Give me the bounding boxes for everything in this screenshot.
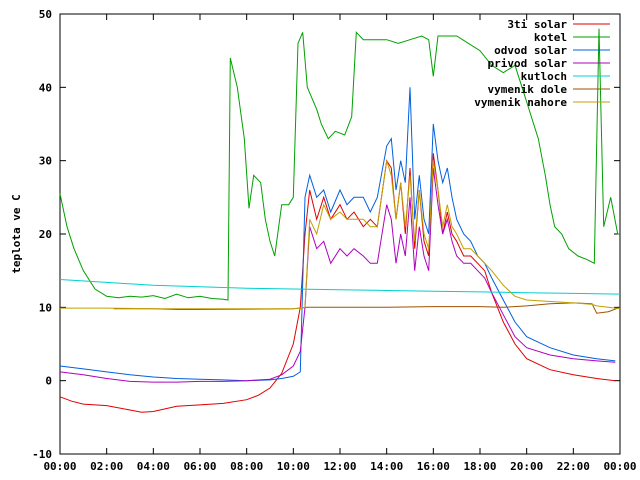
legend-label: 3ti solar bbox=[507, 18, 567, 31]
y-tick-label: 50 bbox=[39, 8, 52, 21]
x-tick-label: 00:00 bbox=[43, 460, 76, 473]
series-line-3ti-solar bbox=[59, 153, 616, 413]
legend-label: vymenik nahore bbox=[474, 96, 567, 109]
legend-label: odvod solar bbox=[494, 44, 567, 57]
series-line-odvod-solar bbox=[59, 87, 616, 382]
y-tick-label: -10 bbox=[32, 448, 52, 461]
series-line-kotel bbox=[59, 28, 620, 301]
y-axis-label: teplota ve C bbox=[10, 194, 23, 273]
legend-label: kutloch bbox=[521, 70, 567, 83]
series-line-kutloch bbox=[59, 279, 621, 295]
series-line-vymenik-dole bbox=[113, 302, 621, 314]
series-line-vymenik-nahore bbox=[60, 160, 621, 310]
y-tick-label: 0 bbox=[45, 375, 52, 388]
x-tick-label: 20:00 bbox=[510, 460, 543, 473]
y-tick-label: 40 bbox=[39, 81, 52, 94]
y-tick-label: 10 bbox=[39, 301, 52, 314]
x-tick-label: 22:00 bbox=[557, 460, 590, 473]
x-tick-label: 02:00 bbox=[90, 460, 123, 473]
y-tick-label: 30 bbox=[39, 155, 52, 168]
x-tick-label: 06:00 bbox=[183, 460, 216, 473]
x-tick-label: 00:00 bbox=[603, 460, 636, 473]
series-layer bbox=[59, 28, 621, 413]
legend-label: privod solar bbox=[488, 57, 568, 70]
x-tick-label: 10:00 bbox=[277, 460, 310, 473]
x-tick-label: 14:00 bbox=[370, 460, 403, 473]
x-tick-label: 04:00 bbox=[137, 460, 170, 473]
x-tick-label: 12:00 bbox=[323, 460, 356, 473]
x-tick-label: 16:00 bbox=[417, 460, 450, 473]
legend-label: vymenik dole bbox=[488, 83, 568, 96]
series-line-privod-solar bbox=[59, 167, 616, 383]
y-tick-label: 20 bbox=[39, 228, 52, 241]
x-tick-label: 18:00 bbox=[463, 460, 496, 473]
x-tick-label: 08:00 bbox=[230, 460, 263, 473]
legend-label: kotel bbox=[534, 31, 567, 44]
axis-ticks: -10 0 10 20 30 40 50 00:00 02:00 04:00 06:00 08:00 1… bbox=[32, 8, 636, 473]
